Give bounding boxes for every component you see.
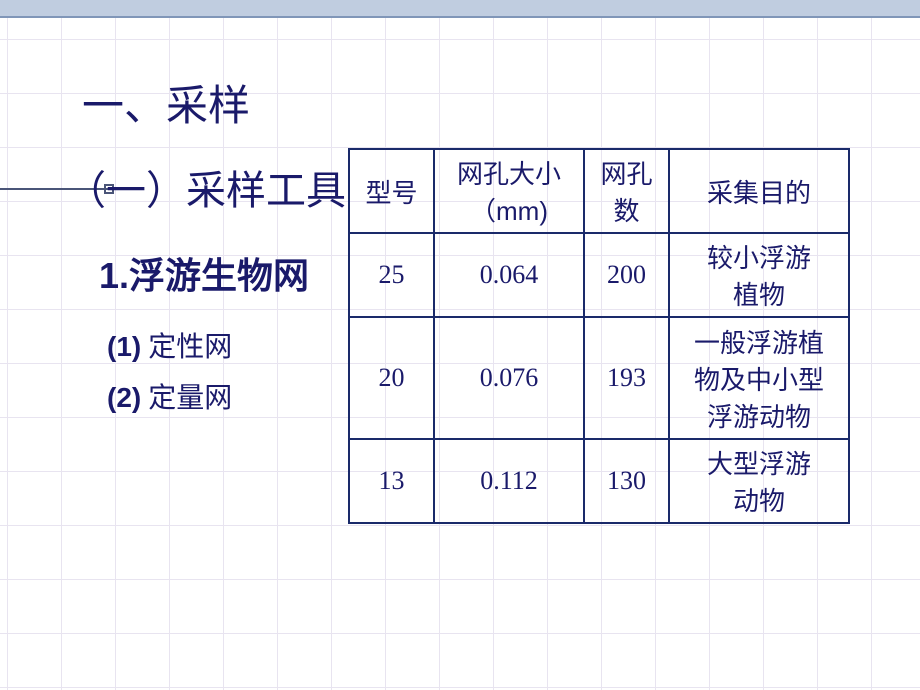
subitem-paren: (1) xyxy=(107,331,141,362)
table-row: 25 0.064 200 较小浮游 植物 xyxy=(349,233,849,317)
table-row: 13 0.112 130 大型浮游 动物 xyxy=(349,439,849,523)
col-mesh-count: 网孔 数 xyxy=(584,149,669,233)
cell-mesh-size: 0.064 xyxy=(434,233,584,317)
cell-purpose-l1: 较小浮游 xyxy=(707,244,811,273)
subitem-quantitative-net: (2) 定量网 xyxy=(107,376,232,416)
col-mesh-size-l2: （mm) xyxy=(470,196,548,226)
cell-purpose-l2: 物及中小型 xyxy=(694,366,824,395)
mesh-table: 型号 网孔大小 （mm) 网孔 数 采集目的 25 0.064 200 较小浮游… xyxy=(348,148,850,524)
item-plankton-net: 1.浮游生物网 xyxy=(99,247,309,299)
item-number: 1. xyxy=(99,255,129,296)
subitem-label: 定性网 xyxy=(141,332,232,363)
cell-mesh-size: 0.112 xyxy=(434,439,584,523)
cell-model: 25 xyxy=(349,233,434,317)
cell-purpose: 较小浮游 植物 xyxy=(669,233,849,317)
heading-section-tools: （一）采样工具 xyxy=(66,158,346,216)
cell-mesh-count: 130 xyxy=(584,439,669,523)
cell-purpose-l3: 浮游动物 xyxy=(707,403,811,432)
subitem-qualitative-net: (1) 定性网 xyxy=(107,325,232,365)
cell-purpose-l2: 植物 xyxy=(733,281,785,310)
cell-mesh-count: 193 xyxy=(584,317,669,439)
col-mesh-count-l1: 网孔 xyxy=(600,160,652,189)
col-purpose: 采集目的 xyxy=(669,149,849,233)
col-mesh-count-l2: 数 xyxy=(613,197,639,226)
top-bar xyxy=(0,0,920,18)
col-mesh-size: 网孔大小 （mm) xyxy=(434,149,584,233)
cell-purpose-l2: 动物 xyxy=(733,487,785,516)
cell-purpose: 一般浮游植 物及中小型 浮游动物 xyxy=(669,317,849,439)
heading-main: 一、采样 xyxy=(82,72,250,133)
cell-model: 13 xyxy=(349,439,434,523)
cell-mesh-size: 0.076 xyxy=(434,317,584,439)
table-header-row: 型号 网孔大小 （mm) 网孔 数 采集目的 xyxy=(349,149,849,233)
subitem-paren: (2) xyxy=(107,382,141,413)
cell-model: 20 xyxy=(349,317,434,439)
col-mesh-size-l1: 网孔大小 xyxy=(457,160,561,189)
subitem-label: 定量网 xyxy=(141,383,232,414)
cell-purpose: 大型浮游 动物 xyxy=(669,439,849,523)
col-model: 型号 xyxy=(349,149,434,233)
cell-purpose-l1: 一般浮游植 xyxy=(694,329,824,358)
item-label: 浮游生物网 xyxy=(129,256,309,296)
table-row: 20 0.076 193 一般浮游植 物及中小型 浮游动物 xyxy=(349,317,849,439)
cell-purpose-l1: 大型浮游 xyxy=(707,450,811,479)
cell-mesh-count: 200 xyxy=(584,233,669,317)
